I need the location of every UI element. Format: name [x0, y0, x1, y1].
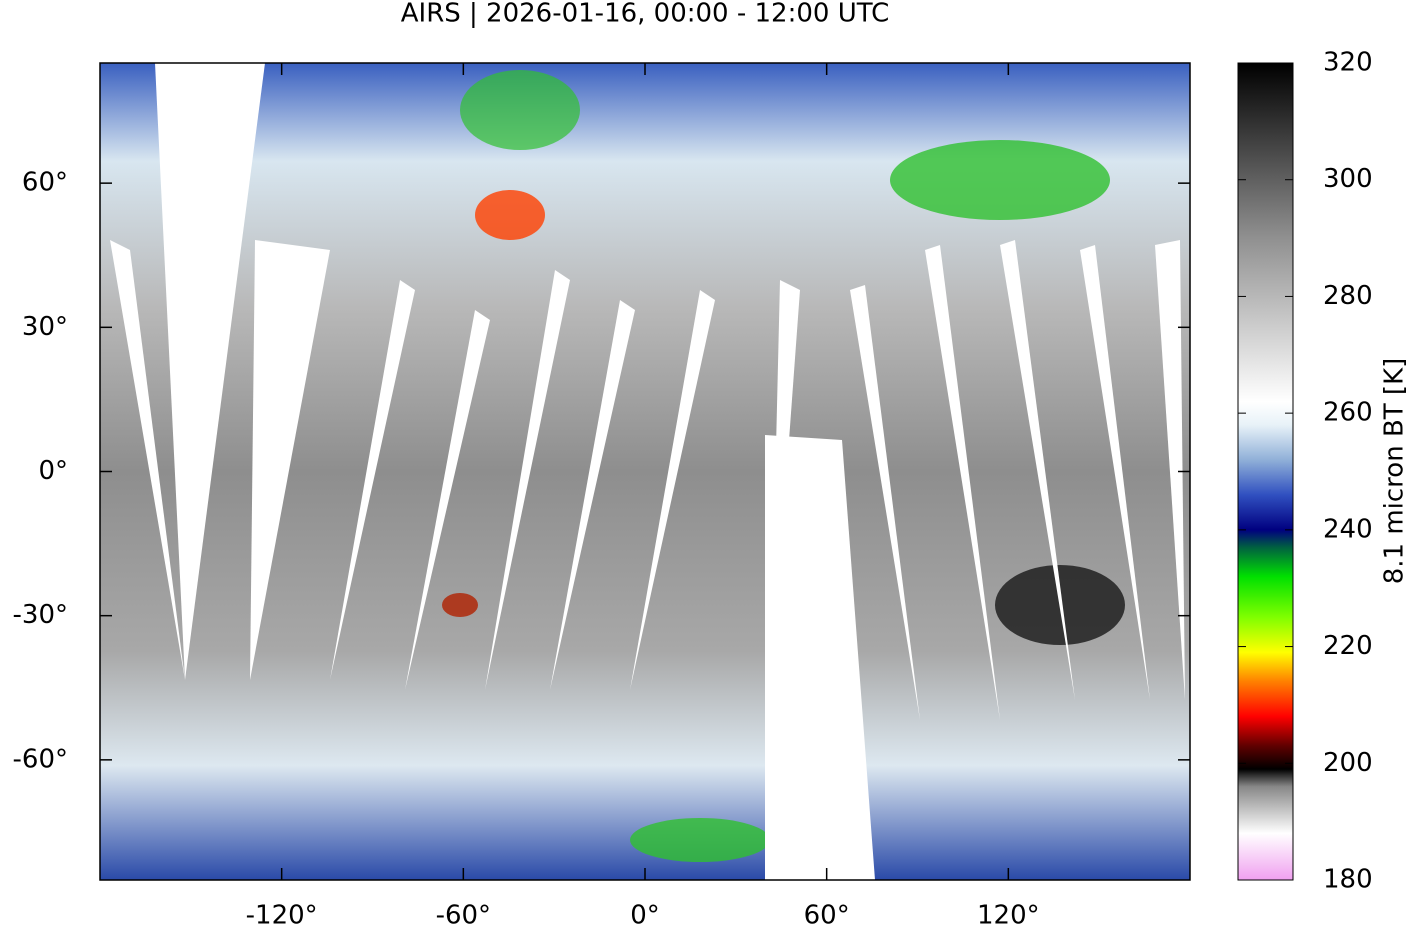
colorbar-tick-label: 200: [1323, 748, 1373, 778]
colorbar-tick-label: 180: [1323, 865, 1373, 895]
cloud-region: [630, 818, 770, 862]
swath-gap: [155, 63, 265, 680]
cloud-region: [460, 70, 580, 150]
x-tick-label: 0°: [630, 901, 660, 931]
colorbar-tick-label: 260: [1323, 398, 1373, 428]
swath-gap: [925, 245, 1000, 720]
swath-gap: [250, 240, 330, 680]
swath-gap: [1000, 240, 1075, 700]
swath-gap: [485, 270, 570, 690]
x-tick-label: 120°: [977, 901, 1040, 931]
swath-gap: [550, 300, 635, 690]
x-tick-label: 60°: [804, 901, 850, 931]
swath-gaps: [110, 63, 1185, 880]
y-tick-label: 30°: [22, 312, 68, 342]
cloud-region: [442, 593, 478, 617]
colorbar-tick-label: 220: [1323, 631, 1373, 661]
y-tick-label: 0°: [38, 456, 68, 486]
swath-gap: [765, 435, 875, 880]
colorbar-tick-label: 240: [1323, 514, 1373, 544]
title: AIRS | 2026-01-16, 00:00 - 12:00 UTC: [401, 0, 890, 29]
colorbar-tick-label: 300: [1323, 164, 1373, 194]
y-tick-label: -30°: [13, 600, 68, 630]
map-image: [100, 63, 1190, 880]
swath-gap: [330, 280, 415, 680]
y-tick-label: -60°: [13, 744, 68, 774]
swath-gap: [1155, 240, 1185, 700]
swath-gap: [850, 285, 920, 720]
y-tick-label: 60°: [22, 168, 68, 198]
colorbar-label: 8.1 micron BT [K]: [1380, 358, 1410, 585]
x-tick-label: -60°: [436, 901, 491, 931]
colorbar-tick-label: 280: [1323, 281, 1373, 311]
colorbar: [1237, 62, 1294, 881]
cloud-region: [890, 140, 1110, 220]
cloud-region: [475, 190, 545, 240]
x-tick-label: -120°: [246, 901, 318, 931]
swath-gap: [405, 310, 490, 690]
swath-gap: [110, 240, 185, 680]
swath-gap: [630, 290, 715, 690]
swath-gap: [1080, 245, 1150, 700]
colorbar-tick-label: 320: [1323, 48, 1373, 78]
